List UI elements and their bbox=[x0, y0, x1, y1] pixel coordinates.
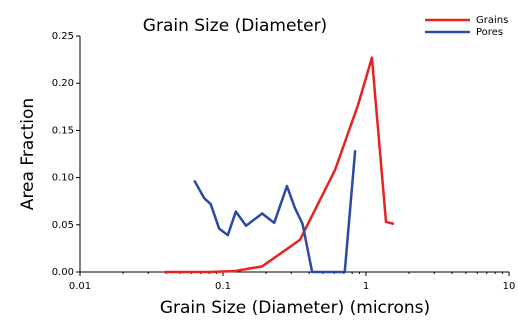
chart-title: Grain Size (Diameter) bbox=[143, 16, 327, 36]
y-tick-label: 0.15 bbox=[52, 125, 74, 136]
x-tick-label: 1 bbox=[363, 281, 369, 292]
series-line bbox=[164, 56, 395, 274]
x-tick-label: 10 bbox=[503, 281, 516, 292]
y-tick-label: 0.00 bbox=[52, 267, 74, 278]
y-tick-label: 0.05 bbox=[52, 220, 74, 231]
legend-label: Grains bbox=[476, 15, 508, 26]
series-line bbox=[193, 150, 357, 274]
y-tick-label: 0.20 bbox=[52, 78, 74, 89]
y-tick-label: 0.25 bbox=[52, 31, 74, 42]
x-axis-label: Grain Size (Diameter) (microns) bbox=[160, 298, 430, 318]
legend-label: Pores bbox=[476, 27, 503, 38]
y-tick-label: 0.10 bbox=[52, 173, 74, 184]
x-tick-label: 0.01 bbox=[69, 281, 91, 292]
y-axis-label: Area Fraction bbox=[18, 98, 38, 210]
x-tick-label: 0.1 bbox=[215, 281, 231, 292]
